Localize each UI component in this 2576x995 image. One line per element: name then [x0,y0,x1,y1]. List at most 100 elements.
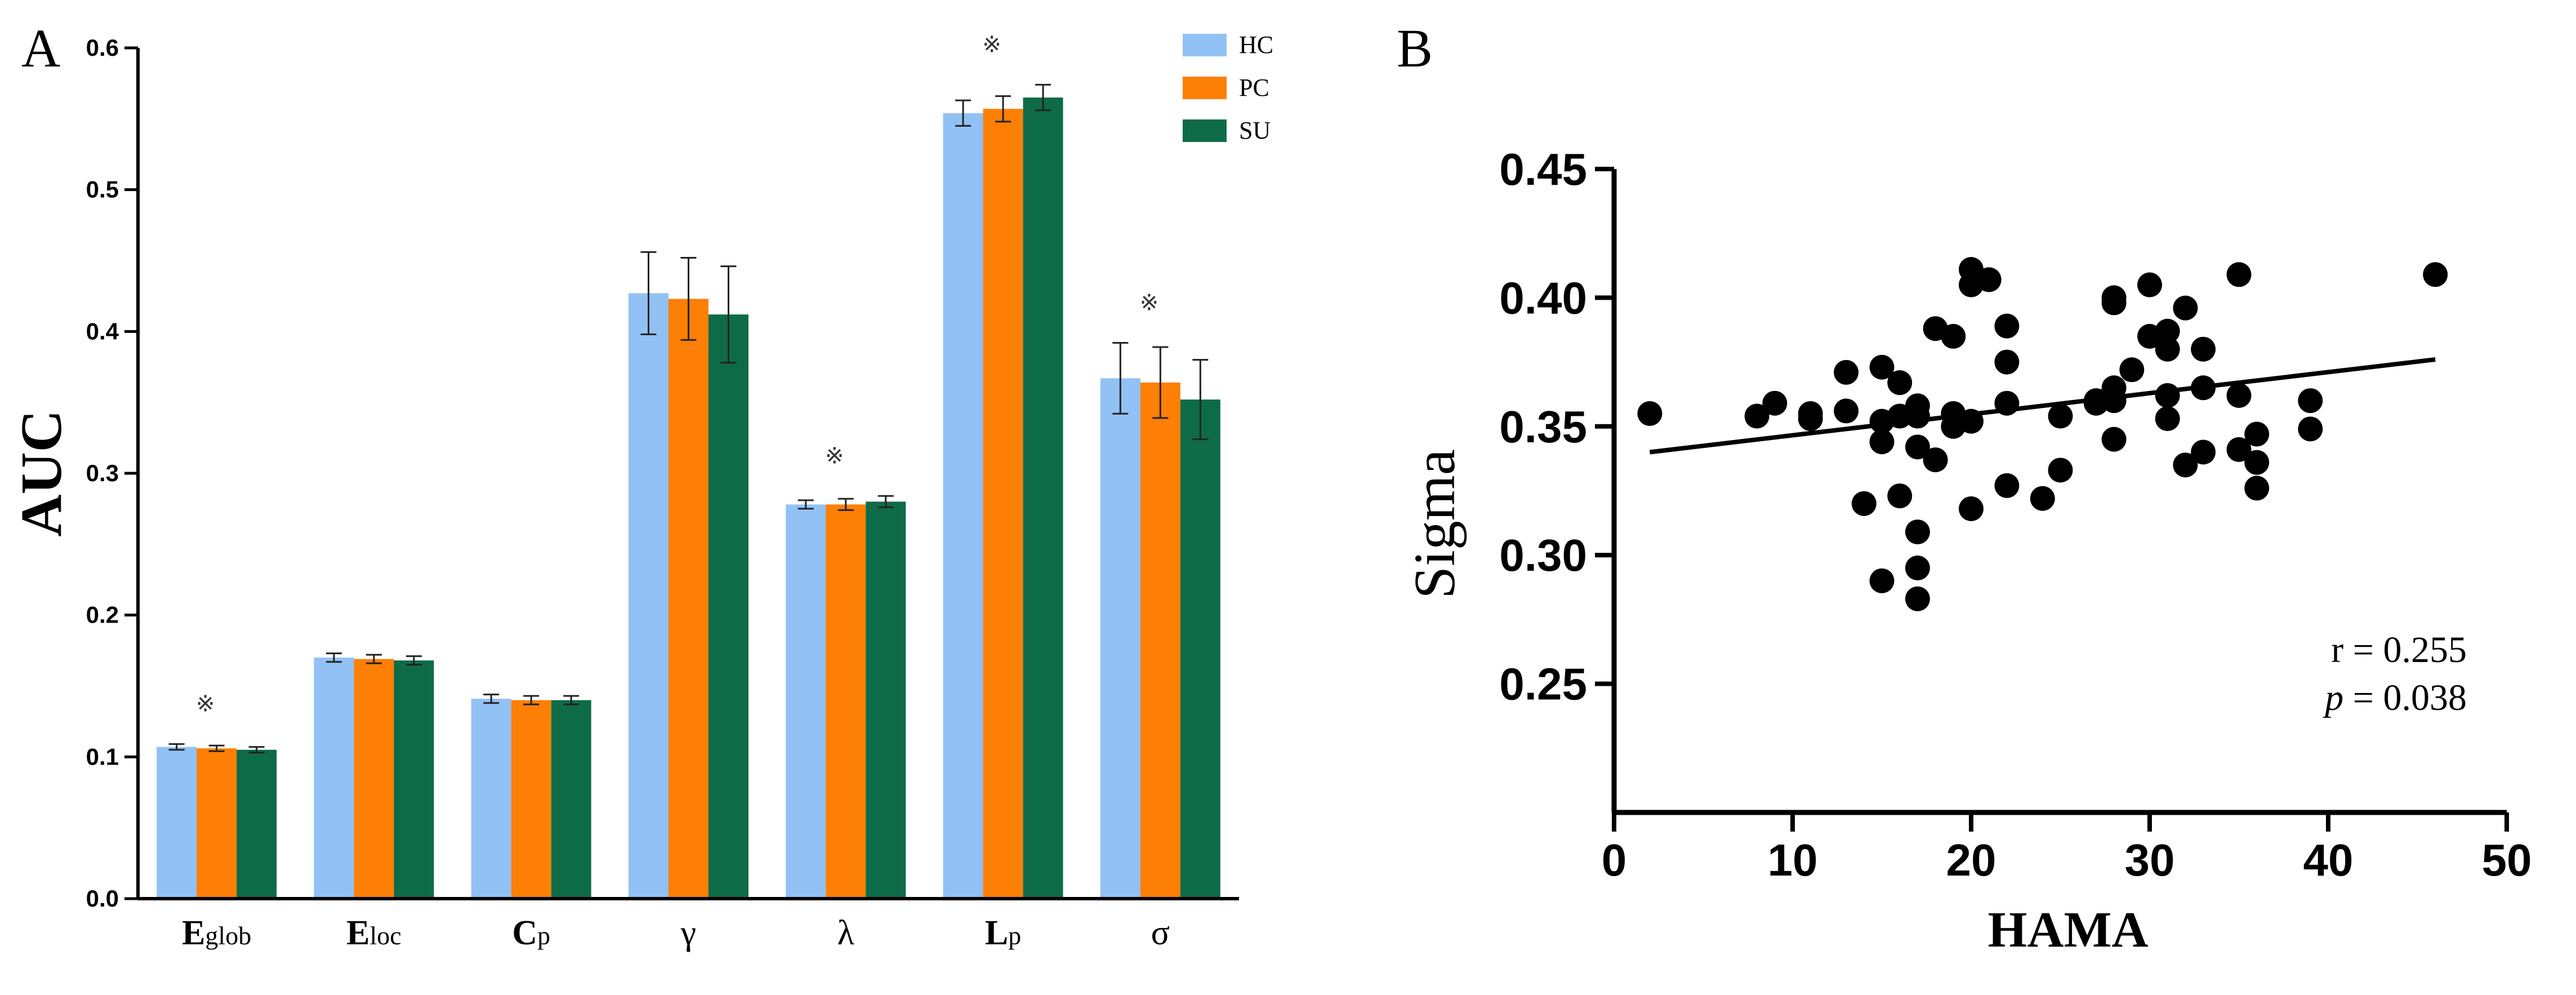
bar-su [1180,399,1220,899]
x-tick-label-main: E [346,914,369,952]
x-tick-label: Eglob [182,914,251,952]
scatter-point [1744,403,1770,429]
x-tick-label: 0 [1602,835,1627,885]
significance-marker: ※ [825,443,844,468]
scatter-point [1869,354,1895,380]
panel-b-label: B [1397,18,1433,78]
scatter-point [1959,408,1984,434]
panel-b-r-stat: r = 0.255 [2331,629,2467,670]
bar-hc [471,699,511,899]
panel-a-bar-chart: A AUC 0.00.10.20.30.40.50.6 ※※※※ Eglob El… [9,18,1273,952]
bar-pc [511,700,551,899]
x-tick-label: 50 [2482,835,2532,885]
scatter-point [1923,447,1948,473]
y-tick-label: 0.2 [86,602,119,628]
y-tick-label: 0.5 [86,176,119,203]
scatter-point [1905,586,1930,611]
panel-b-y-axis-label: Sigma [1402,449,1467,599]
bar-hc [629,293,668,899]
scatter-point [2048,457,2073,483]
y-tick-label: 0.40 [1499,273,1587,323]
scatter-point [2155,406,2180,432]
x-tick-label: 10 [1768,835,1818,885]
bar-pc [826,504,866,899]
scatter-point [1834,398,1859,424]
scatter-point [1869,429,1895,455]
scatter-point [1905,556,1930,581]
x-tick-label-main: L [985,914,1008,952]
x-tick-label-main: E [182,914,205,952]
legend-swatch-su [1183,119,1227,142]
scatter-point [2244,450,2270,475]
x-tick-label: Eloc [346,914,402,952]
scatter-point [1762,390,1788,416]
bar-pc [197,748,237,899]
scatter-point [1976,267,2002,292]
bar-pc [354,659,394,899]
x-tick-label-sub: glob [205,921,251,950]
x-tick-label: γ [680,914,696,952]
y-tick-label: 0.35 [1499,402,1587,452]
x-tick-label: σ [1151,914,1170,952]
bar-su [866,501,906,899]
scatter-point [1798,401,1823,426]
x-tick-label-sub: p [1008,921,1021,950]
bar-pc [983,109,1023,899]
x-tick-label-main: λ [837,914,854,952]
x-tick-label-sub: loc [370,921,402,950]
x-tick-label-main: γ [680,914,696,952]
scatter-point [2298,416,2323,442]
significance-marker: ※ [1140,290,1159,315]
scatter-point [2226,262,2252,287]
scatter-point [1941,323,1966,349]
scatter-point [2155,336,2180,362]
scatter-point [1869,568,1895,593]
bar-hc [157,747,197,899]
y-tick-label: 0.0 [86,885,119,912]
scatter-point [2030,486,2055,511]
y-tick-label: 0.30 [1499,530,1587,580]
y-tick-label: 0.4 [86,318,119,344]
panel-b-scatter-plot: B Sigma HAMA 0.25 0.30 0.35 0.40 0.45 0 10 20 3… [1397,18,2532,958]
scatter-point [2155,318,2180,344]
y-tick-label: 0.25 [1499,659,1587,709]
scatter-point [2155,383,2180,408]
x-tick-label: Lp [985,914,1021,952]
bar-pc [668,299,708,899]
scatter-point [1905,434,1930,460]
scatter-point [2191,375,2216,401]
scatter-point [2226,383,2252,408]
bar-pc [1140,382,1180,899]
scatter-point [2101,375,2127,401]
bar-hc [314,658,354,899]
bar-su [551,700,591,899]
scatter-point [2191,439,2216,465]
x-tick-label-sub: p [537,921,550,950]
scatter-point [2423,262,2448,287]
panel-a-legend: HC PC SU [1183,31,1273,144]
scatter-point [1994,473,2020,498]
scatter-point [1887,370,1913,396]
y-tick-label: 0.6 [86,34,119,61]
scatter-point [2298,388,2323,414]
bar-su [237,749,277,899]
panel-b-x-axis-label: HAMA [1988,902,2149,958]
panel-b-p-stat: p = 0.038 [2323,677,2467,718]
bar-hc [1100,378,1140,899]
legend-label-su: SU [1239,117,1271,144]
bar-su [708,314,748,899]
scatter-point [1637,401,1663,426]
scatter-point [1887,483,1913,509]
scatter-point [2119,357,2145,383]
scatter-point [2137,272,2162,297]
x-tick-label: 20 [1946,835,1996,885]
y-tick-label: 0.1 [86,743,119,770]
scatter-point [1905,519,1930,545]
significance-marker: ※ [196,691,215,717]
scatter-point [1959,496,1984,521]
scatter-point [2226,437,2252,462]
legend-label-pc: PC [1239,74,1269,101]
panel-a-label: A [21,18,60,78]
scatter-point [2244,421,2270,447]
scatter-point [1851,491,1877,516]
